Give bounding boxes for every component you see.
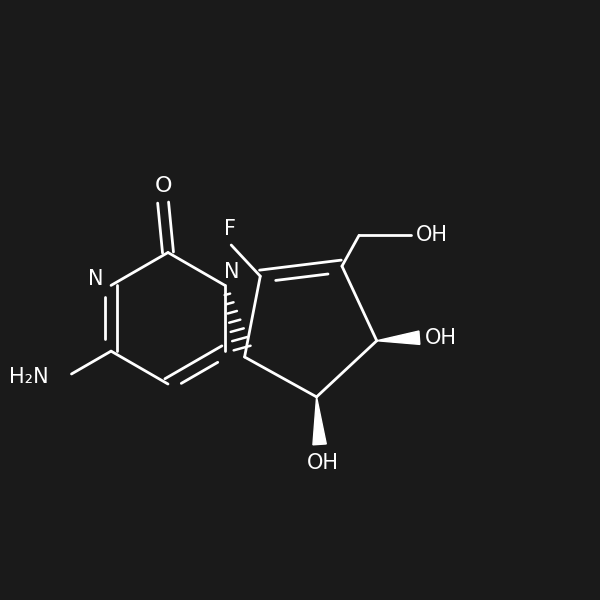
Text: OH: OH: [425, 328, 457, 348]
Text: F: F: [224, 219, 236, 239]
Text: N: N: [224, 262, 240, 282]
Text: H₂N: H₂N: [9, 367, 49, 387]
Text: OH: OH: [307, 452, 339, 473]
Text: OH: OH: [416, 225, 448, 245]
Polygon shape: [313, 397, 326, 445]
Text: N: N: [88, 269, 104, 289]
Polygon shape: [377, 331, 420, 344]
Text: O: O: [155, 176, 172, 196]
